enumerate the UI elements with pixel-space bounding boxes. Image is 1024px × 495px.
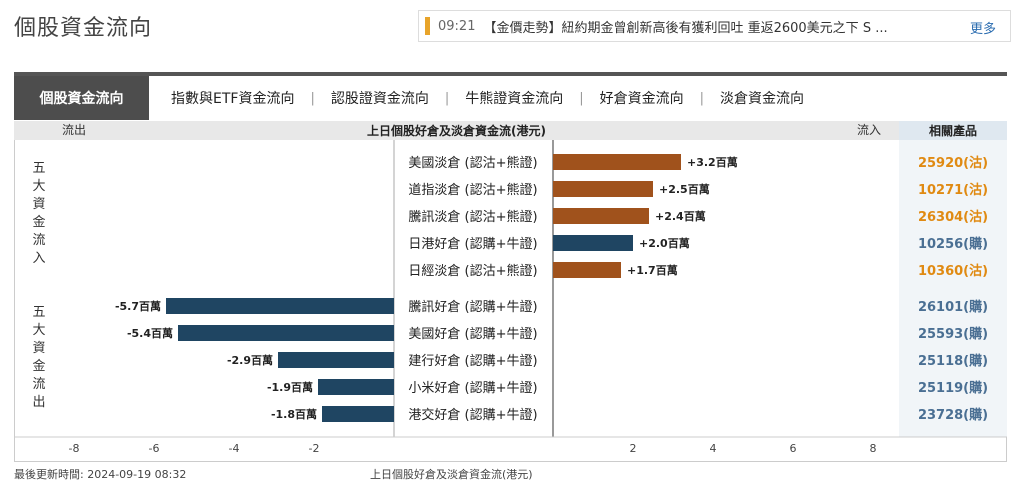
group-label-char: 五 (32, 305, 46, 320)
tab-short-flow[interactable]: 淡倉資金流向 (720, 91, 805, 107)
products-column (899, 140, 1007, 437)
x-tick-label: -4 (229, 442, 240, 455)
tab-separator: | (699, 90, 705, 106)
stock-category-label: 建行好倉 (認購+牛證) (408, 353, 537, 369)
header-products: 相關產品 (899, 121, 1007, 140)
news-time: 09:21 (438, 18, 476, 34)
x-tick-label: 4 (710, 442, 717, 455)
group-label-char: 金 (32, 215, 46, 230)
header-outflow-label: 流出 (62, 123, 87, 137)
stock-category-label: 美國淡倉 (認沽+熊證) (408, 155, 537, 171)
stock-category-label: 騰訊好倉 (認購+牛證) (408, 299, 537, 315)
group-label-outflow: 五 大 資 金 流 出 (30, 304, 48, 412)
news-ticker[interactable]: 09:21 【金價走勢】紐約期金曾創新高後有獲利回吐 重返2600美元之下 S … (418, 10, 1011, 42)
group-label-char: 大 (32, 179, 46, 194)
tab-bar: 個股資金流向 指數與ETF資金流向 | 認股證資金流向 | 牛熊證資金流向 | … (14, 76, 1007, 120)
bar-value-label: -2.9百萬 (227, 353, 273, 367)
group-label-char: 出 (32, 395, 46, 410)
tab-separator: | (444, 90, 450, 106)
related-product-link[interactable]: 10360(沽) (918, 263, 988, 279)
flow-bar[interactable] (553, 181, 653, 197)
news-headline-link[interactable]: 【金價走勢】紐約期金曾創新高後有獲利回吐 重返2600美元之下 S ... (483, 20, 888, 36)
group-label-char: 流 (32, 233, 46, 248)
bar-value-label: -1.9百萬 (267, 380, 313, 394)
x-tick-label: 8 (870, 442, 877, 455)
bar-value-label: +3.2百萬 (687, 155, 738, 169)
bar-value-label: +2.5百萬 (659, 182, 710, 196)
tab-separator: | (310, 90, 315, 106)
flow-bar[interactable] (553, 235, 633, 251)
group-label-char: 入 (32, 251, 46, 266)
related-product-link[interactable]: 25593(購) (918, 326, 988, 342)
group-label-char: 金 (32, 359, 46, 374)
stock-category-label: 道指淡倉 (認沽+熊證) (408, 182, 537, 198)
x-tick-label: 2 (630, 442, 637, 455)
x-tick-label: -6 (149, 442, 160, 455)
x-tick-label: 6 (790, 442, 797, 455)
chart-caption: 上日個股好倉及淡倉資金流(港元) (370, 468, 533, 481)
tab-bar-top-border (14, 72, 1007, 76)
group-label-char: 大 (32, 323, 46, 338)
tab-stock-flow[interactable]: 個股資金流向 (14, 76, 149, 120)
bar-value-label: +2.4百萬 (655, 209, 706, 223)
stock-category-label: 騰訊淡倉 (認沽+熊證) (408, 209, 537, 225)
stock-category-label: 小米好倉 (認購+牛證) (408, 380, 537, 396)
header-inflow-label: 流入 (857, 123, 882, 137)
related-product-link[interactable]: 23728(購) (918, 407, 988, 423)
bar-value-label: +1.7百萬 (627, 263, 678, 277)
stock-category-label: 美國好倉 (認購+牛證) (408, 326, 537, 342)
related-product-link[interactable]: 25118(購) (918, 353, 988, 369)
bar-value-label: -1.8百萬 (271, 407, 317, 421)
stock-category-label: 日經淡倉 (認沽+熊證) (408, 263, 537, 279)
chart-header: 上日個股好倉及淡倉資金流(港元) (14, 121, 899, 140)
flow-bar[interactable] (318, 379, 394, 395)
related-product-link[interactable]: 10256(購) (918, 236, 988, 252)
flow-bar[interactable] (553, 154, 681, 170)
related-product-link[interactable]: 26304(沽) (918, 209, 988, 225)
news-more-link[interactable]: 更多 (969, 22, 996, 37)
group-label-char: 流 (32, 377, 46, 392)
flow-bar[interactable] (178, 325, 394, 341)
news-accent-bar (425, 17, 430, 35)
x-tick-label: -8 (69, 442, 80, 455)
group-label-char: 五 (32, 161, 46, 176)
tab-separator: | (579, 90, 584, 106)
group-label-inflow: 五 大 資 金 流 入 (30, 160, 48, 268)
tab-warrant-flow[interactable]: 認股證資金流向 (330, 91, 429, 107)
bar-value-label: +2.0百萬 (639, 236, 690, 250)
bar-value-label: -5.4百萬 (127, 326, 173, 340)
chart-header-title: 上日個股好倉及淡倉資金流(港元) (367, 124, 546, 138)
tab-index-etf-flow[interactable]: 指數與ETF資金流向 (171, 91, 295, 107)
stock-category-label: 日港好倉 (認購+牛證) (408, 236, 537, 252)
flow-bar[interactable] (553, 262, 621, 278)
flow-bar[interactable] (166, 298, 394, 314)
related-product-link[interactable]: 10271(沽) (918, 182, 988, 198)
group-label-char: 資 (32, 197, 46, 212)
group-label-char: 資 (32, 341, 46, 356)
stock-category-label: 港交好倉 (認購+牛證) (408, 407, 537, 423)
header-products-label: 相關產品 (928, 124, 977, 138)
page-title: 個股資金流向 (14, 16, 153, 41)
x-tick-label: -2 (309, 442, 320, 455)
last-updated: 最後更新時間: 2024-09-19 08:32 (14, 468, 187, 481)
flow-bar[interactable] (553, 208, 649, 224)
related-product-link[interactable]: 26101(購) (918, 299, 988, 315)
related-product-link[interactable]: 25119(購) (918, 380, 988, 396)
tab-cbbc-flow[interactable]: 牛熊證資金流向 (465, 91, 564, 107)
flow-bar[interactable] (322, 406, 394, 422)
bar-value-label: -5.7百萬 (115, 299, 161, 313)
flow-bar[interactable] (278, 352, 394, 368)
related-product-link[interactable]: 25920(沽) (918, 155, 988, 171)
tab-long-flow[interactable]: 好倉資金流向 (599, 91, 684, 107)
